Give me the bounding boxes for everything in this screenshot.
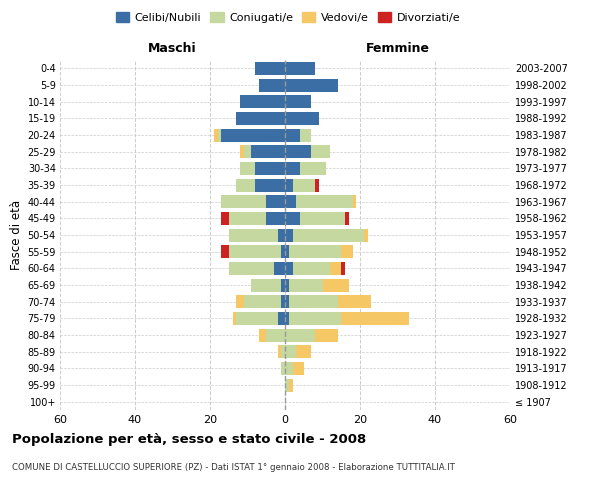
- Bar: [236, 178, 255, 192]
- Bar: [289, 312, 341, 325]
- Bar: [240, 162, 255, 175]
- Bar: [277, 312, 285, 325]
- Bar: [337, 295, 371, 308]
- Bar: [285, 278, 289, 291]
- Bar: [221, 128, 285, 141]
- Bar: [285, 178, 293, 192]
- Bar: [285, 112, 319, 125]
- Bar: [259, 78, 285, 92]
- Y-axis label: Fasce di età: Fasce di età: [10, 200, 23, 270]
- Text: COMUNE DI CASTELLUCCIO SUPERIORE (PZ) - Dati ISTAT 1° gennaio 2008 - Elaborazion: COMUNE DI CASTELLUCCIO SUPERIORE (PZ) - …: [12, 462, 455, 471]
- Bar: [315, 328, 337, 342]
- Bar: [229, 228, 277, 241]
- Bar: [266, 212, 285, 225]
- Text: Femmine: Femmine: [365, 42, 430, 55]
- Bar: [285, 312, 289, 325]
- Bar: [221, 245, 229, 258]
- Bar: [285, 262, 293, 275]
- Bar: [285, 362, 293, 375]
- Bar: [289, 295, 337, 308]
- Bar: [285, 95, 311, 108]
- Bar: [240, 145, 244, 158]
- Bar: [221, 195, 266, 208]
- Bar: [274, 262, 285, 275]
- Bar: [236, 295, 244, 308]
- Text: Maschi: Maschi: [148, 42, 197, 55]
- Bar: [289, 245, 341, 258]
- Bar: [285, 128, 300, 141]
- Bar: [311, 145, 330, 158]
- Bar: [229, 262, 274, 275]
- Bar: [236, 112, 285, 125]
- Bar: [285, 328, 315, 342]
- Bar: [281, 278, 285, 291]
- Bar: [293, 178, 315, 192]
- Bar: [229, 245, 281, 258]
- Bar: [285, 228, 293, 241]
- Bar: [251, 145, 285, 158]
- Bar: [285, 62, 315, 75]
- Bar: [259, 328, 266, 342]
- Bar: [285, 78, 337, 92]
- Bar: [300, 128, 311, 141]
- Bar: [293, 262, 330, 275]
- Bar: [285, 162, 300, 175]
- Bar: [281, 345, 285, 358]
- Bar: [255, 162, 285, 175]
- Bar: [236, 312, 277, 325]
- Text: Popolazione per età, sesso e stato civile - 2008: Popolazione per età, sesso e stato civil…: [12, 432, 366, 446]
- Bar: [255, 178, 285, 192]
- Bar: [229, 212, 266, 225]
- Bar: [300, 212, 345, 225]
- Bar: [244, 145, 251, 158]
- Bar: [285, 212, 300, 225]
- Bar: [218, 128, 221, 141]
- Bar: [285, 295, 289, 308]
- Bar: [281, 295, 285, 308]
- Bar: [289, 378, 293, 392]
- Bar: [233, 312, 236, 325]
- Bar: [341, 262, 345, 275]
- Bar: [285, 145, 311, 158]
- Bar: [293, 228, 364, 241]
- Bar: [240, 95, 285, 108]
- Bar: [341, 312, 409, 325]
- Bar: [277, 228, 285, 241]
- Bar: [251, 278, 281, 291]
- Bar: [277, 345, 281, 358]
- Bar: [293, 362, 304, 375]
- Bar: [214, 128, 218, 141]
- Bar: [345, 212, 349, 225]
- Bar: [296, 345, 311, 358]
- Bar: [285, 345, 296, 358]
- Bar: [281, 362, 285, 375]
- Bar: [285, 195, 296, 208]
- Bar: [300, 162, 326, 175]
- Legend: Celibi/Nubili, Coniugati/e, Vedovi/e, Divorziati/e: Celibi/Nubili, Coniugati/e, Vedovi/e, Di…: [112, 8, 464, 28]
- Bar: [364, 228, 367, 241]
- Bar: [323, 278, 349, 291]
- Bar: [330, 262, 341, 275]
- Bar: [281, 245, 285, 258]
- Bar: [341, 245, 353, 258]
- Bar: [353, 195, 356, 208]
- Bar: [315, 178, 319, 192]
- Bar: [296, 195, 353, 208]
- Bar: [266, 195, 285, 208]
- Bar: [244, 295, 281, 308]
- Bar: [266, 328, 285, 342]
- Bar: [285, 245, 289, 258]
- Bar: [289, 278, 323, 291]
- Bar: [285, 378, 289, 392]
- Bar: [221, 212, 229, 225]
- Bar: [255, 62, 285, 75]
